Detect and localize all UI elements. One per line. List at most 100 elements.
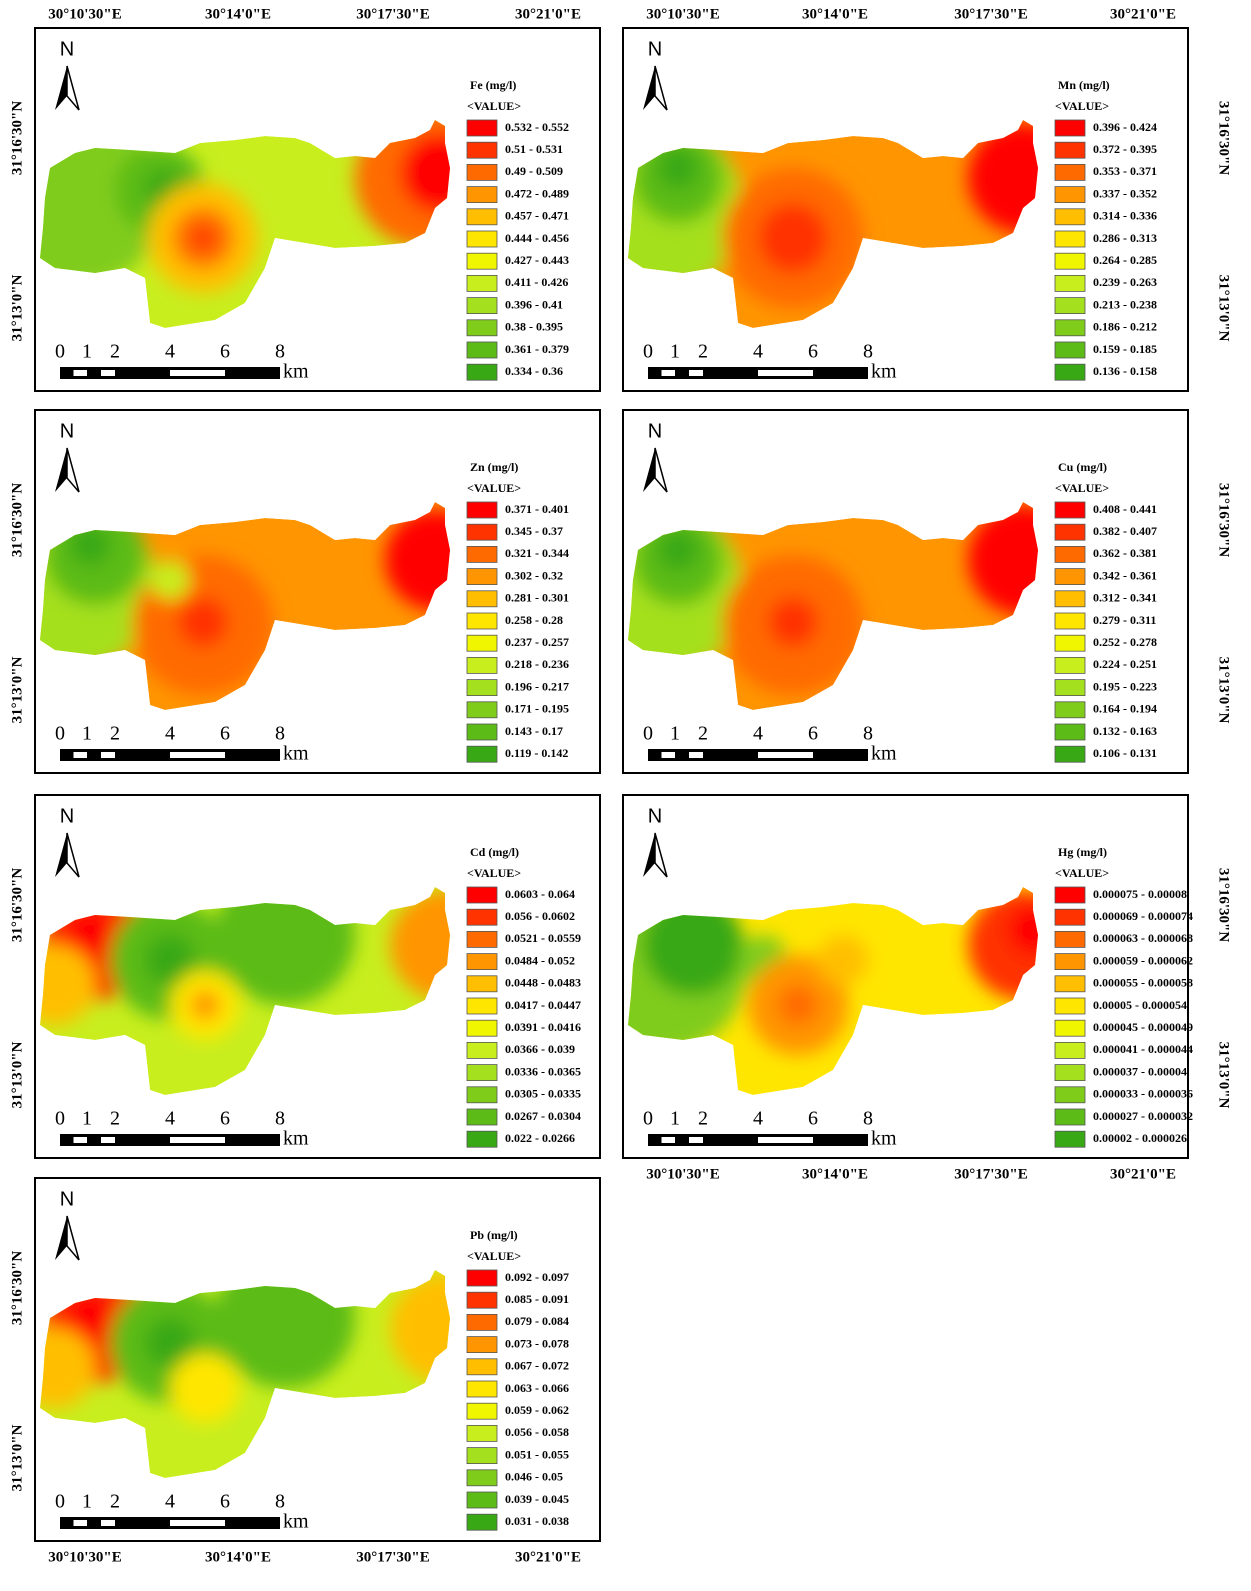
legend-label: 0.472 - 0.489 bbox=[505, 186, 569, 200]
scale-bar-segment bbox=[170, 1137, 225, 1143]
legend-swatch bbox=[1054, 679, 1086, 697]
north-label: N bbox=[60, 805, 74, 827]
legend-label: 0.000041 - 0.000044 bbox=[1093, 1042, 1193, 1056]
latitude-label: 31°13'0"N bbox=[1216, 1042, 1232, 1109]
legend-swatch bbox=[466, 501, 498, 519]
map-blob bbox=[1008, 905, 1038, 955]
legend-swatch bbox=[1054, 930, 1086, 948]
longitude-label: 30°10'30"E bbox=[646, 1166, 720, 1182]
legend-label: 0.195 - 0.223 bbox=[1093, 679, 1157, 693]
scale-bar-segment bbox=[101, 1520, 115, 1526]
legend-swatch bbox=[1054, 656, 1086, 674]
legend-label: 0.056 - 0.0602 bbox=[505, 909, 575, 923]
scale-unit: km bbox=[283, 1511, 309, 1533]
legend-swatch bbox=[466, 523, 498, 541]
legend-header: <VALUE> bbox=[1055, 99, 1109, 113]
legend-label: 0.408 - 0.441 bbox=[1093, 502, 1157, 516]
legend-swatch bbox=[466, 1269, 498, 1287]
legend-swatch bbox=[466, 590, 498, 608]
north-arrow bbox=[654, 447, 668, 493]
map-surface bbox=[40, 120, 450, 328]
scale-unit: km bbox=[871, 361, 897, 383]
north-arrow bbox=[55, 448, 67, 492]
legend-label: 0.186 - 0.212 bbox=[1093, 320, 1157, 334]
legend-header: <VALUE> bbox=[467, 866, 521, 880]
scale-unit: km bbox=[283, 743, 309, 765]
longitude-label: 30°21'0"E bbox=[515, 1549, 581, 1565]
legend-label: 0.239 - 0.263 bbox=[1093, 275, 1157, 289]
map-blob bbox=[65, 910, 115, 960]
legend-swatch bbox=[466, 319, 498, 337]
scale-label: 2 bbox=[110, 1108, 120, 1130]
map-blob bbox=[968, 123, 1038, 233]
map-blob bbox=[70, 525, 110, 565]
latitude-label: 31°13'0"N bbox=[1216, 275, 1232, 342]
legend-swatch bbox=[466, 1513, 498, 1531]
scale-label: 1 bbox=[670, 723, 680, 745]
legend-label: 0.342 - 0.361 bbox=[1093, 568, 1157, 582]
panel-frame bbox=[622, 409, 1189, 774]
map-blob bbox=[190, 990, 220, 1020]
map-panel: N Zn (mg/l) <VALUE> 0.371 - 0.401 0.345 - 0.… bbox=[9, 409, 601, 774]
legend-label: 0.051 - 0.055 bbox=[505, 1447, 569, 1461]
legend-swatch bbox=[1054, 723, 1086, 741]
legend-swatch bbox=[1054, 1108, 1086, 1126]
legend-label: 0.345 - 0.37 bbox=[505, 524, 563, 538]
scale-label: 0 bbox=[55, 1491, 65, 1513]
legend-label: 0.396 - 0.41 bbox=[505, 297, 563, 311]
legend-label: 0.0267 - 0.0304 bbox=[505, 1109, 581, 1123]
scale-bar-segment bbox=[101, 752, 115, 758]
legend-label: 0.0366 - 0.039 bbox=[505, 1042, 575, 1056]
panel-frame bbox=[34, 27, 601, 392]
longitude-label: 30°10'30"E bbox=[48, 6, 122, 22]
legend-swatch bbox=[1054, 701, 1086, 719]
scale-label: 2 bbox=[698, 341, 708, 363]
legend-title: Fe (mg/l) bbox=[470, 78, 516, 92]
legend-header: <VALUE> bbox=[1055, 866, 1109, 880]
legend-label: 0.302 - 0.32 bbox=[505, 568, 563, 582]
scale-label: 6 bbox=[220, 1108, 230, 1130]
legend-swatch bbox=[1054, 1086, 1086, 1104]
scale-label: 6 bbox=[808, 1108, 818, 1130]
legend-label: 0.031 - 0.038 bbox=[505, 1514, 569, 1528]
legend-label: 0.000045 - 0.000049 bbox=[1093, 1020, 1193, 1034]
scale-label: 8 bbox=[863, 723, 873, 745]
map-panel: N Cu (mg/l) <VALUE> 0.408 - 0.441 0.382 - 0.… bbox=[622, 409, 1232, 774]
scale-label: 6 bbox=[808, 341, 818, 363]
legend-swatch bbox=[466, 1469, 498, 1487]
legend-label: 0.49 - 0.509 bbox=[505, 164, 563, 178]
scale-label: 0 bbox=[55, 723, 65, 745]
legend-label: 0.00005 - 0.000054 bbox=[1093, 998, 1187, 1012]
legend-swatch bbox=[1054, 252, 1086, 270]
latitude-label: 31°13'0"N bbox=[9, 656, 25, 723]
legend-swatch bbox=[466, 975, 498, 993]
map-surface bbox=[40, 1270, 450, 1478]
legend-swatch bbox=[466, 341, 498, 359]
scale-bar-segment bbox=[170, 752, 225, 758]
legend-label: 0.314 - 0.336 bbox=[1093, 209, 1157, 223]
legend-label: 0.079 - 0.084 bbox=[505, 1314, 569, 1328]
legend-swatch bbox=[466, 1380, 498, 1398]
north-arrow bbox=[55, 833, 67, 877]
scale-label: 1 bbox=[82, 1491, 92, 1513]
legend-label: 0.264 - 0.285 bbox=[1093, 253, 1157, 267]
north-label: N bbox=[60, 38, 74, 60]
legend-label: 0.132 - 0.163 bbox=[1093, 724, 1157, 738]
scale-bar-segment bbox=[689, 1137, 703, 1143]
legend-label: 0.092 - 0.097 bbox=[505, 1270, 569, 1284]
legend-swatch bbox=[1054, 186, 1086, 204]
longitude-label: 30°21'0"E bbox=[515, 6, 581, 22]
panel-frame bbox=[622, 27, 1189, 392]
legend-label: 0.0603 - 0.064 bbox=[505, 887, 575, 901]
scale-label: 4 bbox=[165, 723, 175, 745]
legend-label: 0.0484 - 0.052 bbox=[505, 953, 575, 967]
legend-label: 0.046 - 0.05 bbox=[505, 1470, 563, 1484]
legend-label: 0.171 - 0.195 bbox=[505, 702, 569, 716]
longitude-label: 30°14'0"E bbox=[802, 1166, 868, 1182]
scale-bar-segment bbox=[101, 370, 115, 376]
map-panel: N Hg (mg/l) <VALUE> 0.000075 - 0.00008 0.000… bbox=[622, 794, 1232, 1159]
scale-unit: km bbox=[283, 361, 309, 383]
scale-label: 6 bbox=[808, 723, 818, 745]
legend-label: 0.00002 - 0.000026 bbox=[1093, 1131, 1187, 1145]
legend-swatch bbox=[466, 163, 498, 181]
